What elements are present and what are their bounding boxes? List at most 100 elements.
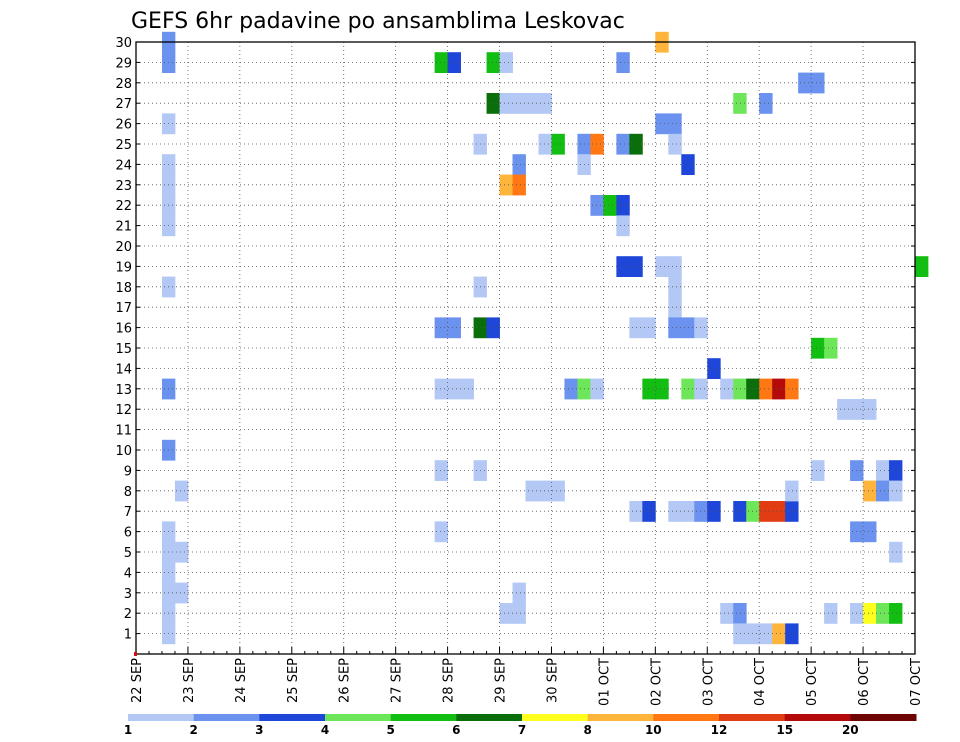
y-tick-label: 8 [124,485,132,500]
cell [759,378,773,400]
y-tick-label: 24 [115,158,132,173]
cell [174,541,189,563]
cell [876,460,890,481]
colorbar-label: 6 [452,723,460,737]
cell [616,133,630,155]
colorbar: 1 2 3 4 5 6 7 8 10 12 15 20 [124,714,917,737]
y-tick-label: 28 [115,77,132,92]
y-tick-label: 20 [115,240,132,255]
x-tick-label: 30 SEP [546,658,561,703]
cell [512,582,526,604]
cell [772,378,786,400]
colorbar-swatch [522,714,589,721]
cell [681,154,695,175]
cell [668,297,682,318]
cell [616,256,630,277]
origin-marker [134,652,137,656]
cell [538,133,552,155]
y-tick-label: 15 [115,342,132,357]
y-tick-label: 26 [115,118,132,133]
cell [668,113,682,135]
cell [434,317,448,339]
colorbar-swatch [193,714,260,721]
x-tick-label: 23 SEP [182,658,197,703]
cell [512,154,526,175]
colorbar-swatch [850,714,917,721]
cell [642,378,656,400]
colorbar-label: 5 [387,723,395,737]
y-tick-label: 11 [115,424,132,439]
cell [590,378,604,400]
cell [642,317,656,339]
cell [616,195,630,216]
x-tick-label: 07 OCT [909,658,924,706]
y-tick-label: 18 [115,281,132,296]
cell [733,93,747,114]
y-tick-label: 13 [115,383,132,398]
cell [733,501,747,522]
cell [655,378,669,400]
cell [447,52,461,73]
colorbar-label: 4 [321,723,329,737]
y-tick-label: 16 [115,322,132,337]
cell [889,603,903,624]
cell [707,501,721,522]
cell [863,603,877,624]
cell [733,623,747,645]
cell [447,378,461,400]
cell [668,133,682,155]
cell [915,256,929,277]
cell [785,623,799,645]
cell [668,256,682,277]
cell [174,480,189,502]
colorbar-swatch [390,714,457,721]
y-tick-label: 12 [115,403,132,418]
colorbar-swatch [325,714,392,721]
x-tick-label: 28 SEP [442,658,457,703]
cell [499,93,513,114]
cell [434,52,448,73]
y-tick-label: 19 [115,260,132,275]
x-tick-label: 26 SEP [338,658,353,703]
cell [512,603,526,624]
x-tick-label: 27 SEP [390,658,405,703]
cell [486,93,500,114]
cell [720,378,734,400]
x-tick-label: 24 SEP [234,658,249,703]
x-tick-label: 29 SEP [494,658,509,703]
cell [876,603,890,624]
cell [759,501,773,522]
cell [460,378,474,400]
cell [733,378,747,400]
colorbar-label: 15 [776,723,793,737]
y-tick-label: 17 [115,301,132,316]
cell [434,521,448,543]
cell [499,603,513,624]
cell [837,399,851,420]
y-tick-label: 9 [124,464,132,479]
colorbar-label: 8 [584,723,592,737]
cell [785,480,799,502]
cell [889,460,903,481]
cell [785,501,799,522]
x-tick-label: 22 SEP [130,658,145,703]
x-tick-label: 04 OCT [753,658,768,706]
cell [642,501,656,522]
cell [772,623,786,645]
colorbar-swatch [587,714,654,721]
colorbar-swatch [128,714,195,721]
cell [590,195,604,216]
y-tick-label: 25 [115,138,132,153]
cell [681,378,695,400]
cell [681,317,695,339]
y-tick-label: 21 [115,220,132,235]
cell [720,603,734,624]
cell [174,582,189,604]
x-tick-label: 06 OCT [857,658,872,706]
x-tick-label: 25 SEP [286,658,301,703]
x-axis: 22 SEP 23 SEP 24 SEP 25 SEP 26 SEP 27 SEP 28 S… [130,647,924,706]
cell [863,399,877,420]
cells-layer [161,31,929,645]
cell [668,276,682,298]
